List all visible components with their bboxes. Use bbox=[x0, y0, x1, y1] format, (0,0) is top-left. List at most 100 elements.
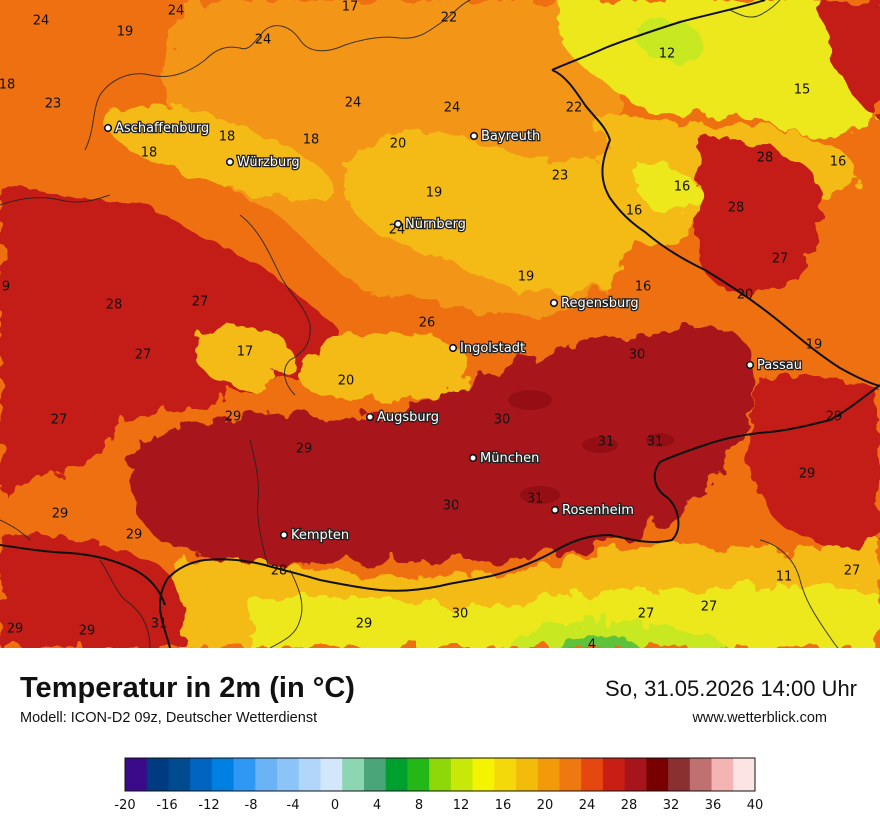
temperature-label: 20 bbox=[338, 374, 355, 389]
city-label: Augsburg bbox=[377, 410, 439, 425]
temperature-label: 15 bbox=[794, 83, 811, 98]
border-austria bbox=[159, 384, 880, 648]
temperature-label: 28 bbox=[271, 564, 288, 579]
city-dot bbox=[745, 360, 755, 370]
temperature-labels: 24 24 17 22 19 24 12 15 18 23 24 24 22 18 18 20 18 28 16 23… bbox=[0, 0, 860, 648]
city-marker: Kempten bbox=[279, 527, 350, 544]
legend-tick-label: 4 bbox=[373, 798, 381, 813]
legend-frame bbox=[124, 757, 756, 792]
legend-tick-label: -16 bbox=[156, 798, 177, 813]
temperature-label: 27 bbox=[51, 413, 68, 428]
temp-field-southwest-amber bbox=[194, 325, 294, 386]
temperature-label: 24 bbox=[255, 33, 272, 48]
temp-field-east-yellow bbox=[639, 163, 701, 215]
legend-swatch bbox=[407, 758, 430, 791]
temperature-label: 31 bbox=[647, 435, 664, 450]
legend-swatch bbox=[602, 758, 626, 791]
city-label: München bbox=[480, 451, 539, 466]
legend-swatch bbox=[211, 758, 235, 791]
map-title: Temperatur in 2m (in °C) bbox=[20, 672, 355, 704]
temp-field-southwest-red bbox=[0, 536, 184, 648]
temperature-label: 27 bbox=[135, 348, 152, 363]
legend-ticks: -20 -16 -12 -8 -4 0 4 8 12 16 20 24 28 32 36 40 bbox=[114, 798, 763, 813]
city-marker: Nürnberg bbox=[393, 216, 467, 233]
city-dot bbox=[279, 530, 289, 540]
legend-tick-label: 36 bbox=[705, 798, 722, 813]
legend-tick-label: -12 bbox=[198, 798, 219, 813]
temperature-label: 29 bbox=[126, 528, 143, 543]
city-dot bbox=[448, 343, 458, 353]
city-marker: Aschaffenburg bbox=[103, 120, 210, 137]
color-legend: -20 -16 -12 -8 -4 0 4 8 12 16 20 24 28 32 36 40 bbox=[114, 757, 763, 813]
temperature-label: 16 bbox=[830, 155, 847, 170]
temperature-label: 4 bbox=[588, 638, 596, 649]
temperature-label: 18 bbox=[0, 78, 15, 93]
legend-swatch bbox=[646, 758, 669, 791]
city-label: Passau bbox=[757, 358, 802, 373]
legend-tick-label: 16 bbox=[495, 798, 512, 813]
legend-tick-label: -4 bbox=[287, 798, 300, 813]
border-czech-north bbox=[551, 0, 766, 71]
legend-swatch bbox=[146, 758, 169, 791]
region-boundaries bbox=[0, 0, 839, 648]
border-czech bbox=[551, 69, 880, 387]
city-label: Bayreuth bbox=[481, 129, 540, 144]
temperature-label: 16 bbox=[626, 204, 643, 219]
city-marker: Bayreuth bbox=[469, 128, 542, 145]
temperature-label: 24 bbox=[33, 14, 50, 29]
legend-swatch bbox=[450, 758, 474, 791]
city-dot bbox=[468, 453, 478, 463]
legend-tick-label: -20 bbox=[114, 798, 135, 813]
temperature-label: 26 bbox=[419, 316, 436, 331]
temperature-label: 27 bbox=[192, 295, 209, 310]
city-label: Ingolstadt bbox=[460, 341, 525, 356]
temp-field-franconia-amber bbox=[105, 106, 331, 200]
city-label: Nürnberg bbox=[405, 217, 466, 232]
legend-tick-label: 24 bbox=[579, 798, 596, 813]
temperature-label: 31 bbox=[527, 492, 544, 507]
temperature-label: 9 bbox=[2, 280, 10, 295]
temperature-label: 12 bbox=[659, 47, 676, 62]
temperature-label: 28 bbox=[757, 151, 774, 166]
temperature-label: 30 bbox=[629, 348, 646, 363]
legend-swatch bbox=[668, 758, 691, 791]
temperature-label: 29 bbox=[296, 442, 313, 457]
temperature-label: 29 bbox=[799, 467, 816, 482]
temperature-label: 24 bbox=[345, 96, 362, 111]
temperature-label: 19 bbox=[426, 186, 443, 201]
temp-field-north-amber bbox=[348, 131, 634, 295]
temperature-label: 16 bbox=[635, 280, 652, 295]
legend-swatch bbox=[342, 758, 365, 791]
city-marker: Ingolstadt bbox=[448, 340, 526, 357]
temperature-label: 29 bbox=[826, 410, 843, 425]
temperature-label: 23 bbox=[45, 97, 62, 112]
temperature-label: 27 bbox=[701, 600, 718, 615]
legend-tick-label: 12 bbox=[453, 798, 470, 813]
temperature-label: 16 bbox=[674, 180, 691, 195]
city-marker: Passau bbox=[745, 357, 803, 374]
website-link[interactable]: www.wetterblick.com bbox=[692, 710, 827, 726]
legend-swatch bbox=[298, 758, 322, 791]
city-dot bbox=[393, 219, 403, 229]
city-markers: Aschaffenburg Würzburg Bayreuth Nürnberg Reg… bbox=[103, 120, 803, 544]
map-footer: Temperatur in 2m (in °C) Modell: ICON-D2… bbox=[0, 648, 880, 830]
temp-field-alps-green bbox=[555, 632, 640, 648]
temperature-label: 30 bbox=[443, 499, 460, 514]
legend-swatch bbox=[733, 758, 756, 791]
city-label: Kempten bbox=[291, 528, 349, 543]
legend-swatch bbox=[516, 758, 539, 791]
legend-swatches bbox=[125, 758, 756, 791]
city-dot bbox=[549, 298, 559, 308]
city-marker: Regensburg bbox=[549, 295, 640, 312]
temp-field-ingolstadt-amber bbox=[295, 333, 470, 401]
legend-swatch bbox=[472, 758, 495, 791]
legend-tick-label: 40 bbox=[747, 798, 764, 813]
legend-swatch bbox=[385, 758, 408, 791]
city-label: Regensburg bbox=[561, 296, 639, 311]
city-label: Aschaffenburg bbox=[115, 121, 209, 136]
temperature-label: 28 bbox=[728, 201, 745, 216]
temperature-label: 23 bbox=[552, 169, 569, 184]
temperature-label: 27 bbox=[844, 564, 861, 579]
temperature-label: 31 bbox=[598, 435, 615, 450]
temperature-label: 17 bbox=[342, 0, 359, 15]
